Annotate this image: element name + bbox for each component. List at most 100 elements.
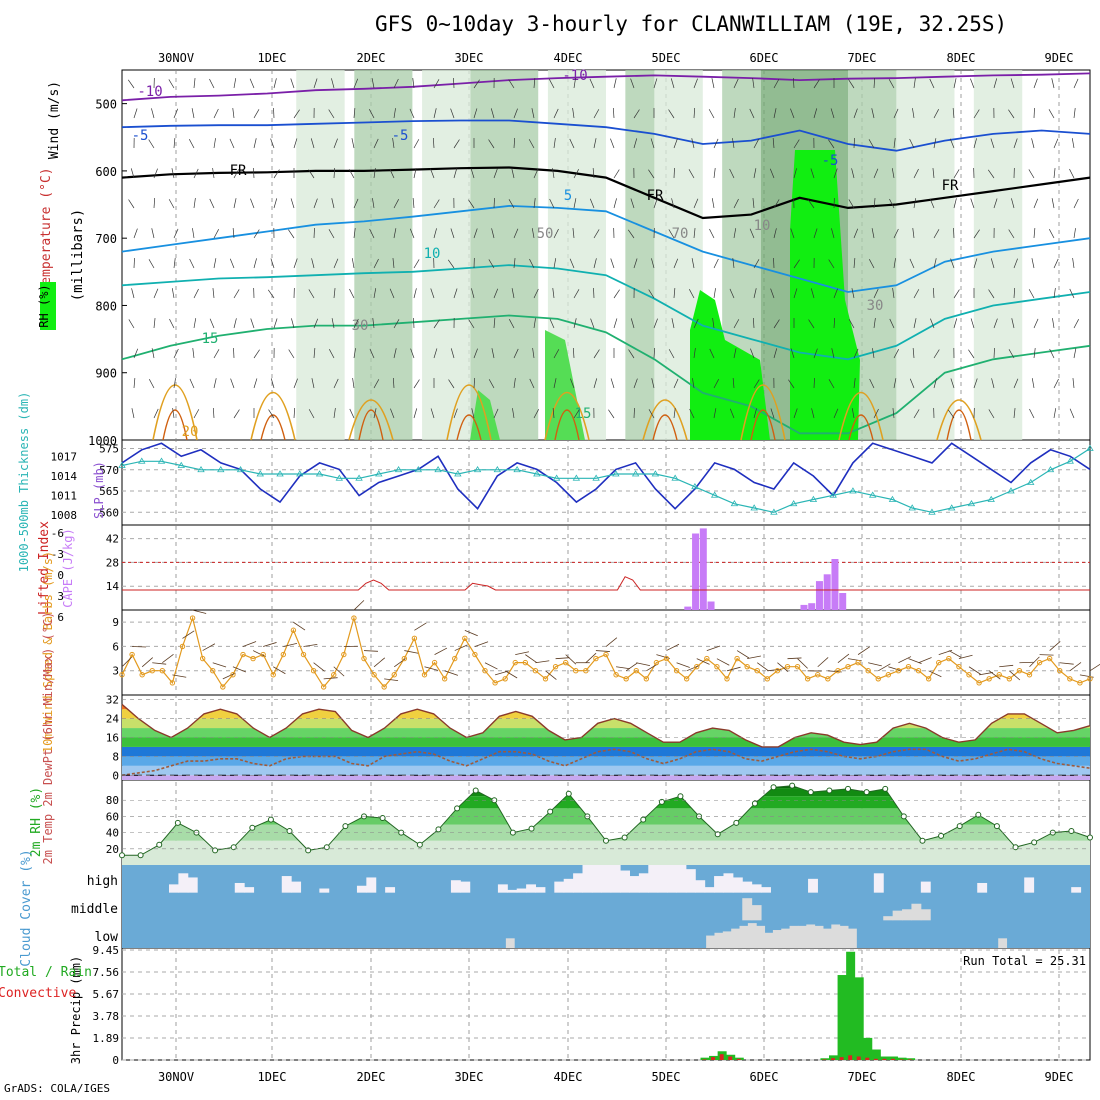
wind-barb: [389, 288, 395, 299]
wind-barb-10m: [474, 641, 489, 647]
cloud-cell: [814, 925, 824, 948]
wind-barb: [233, 169, 240, 179]
contour-label: 30: [867, 298, 884, 314]
wind-barb: [729, 408, 735, 419]
cloud-cell: [638, 873, 649, 893]
wind-speed-marker: [169, 680, 176, 686]
wind-barb-10m: [464, 629, 478, 637]
wind-barb-10m: [928, 670, 942, 678]
wind-speed-marker: [925, 676, 932, 682]
wind-barb-10m: [1049, 641, 1061, 651]
rh-band: [296, 70, 345, 440]
precip-total-bar: [829, 1055, 839, 1060]
wind-speed-marker: [855, 659, 861, 666]
wind-barb: [529, 378, 535, 389]
wind-barb: [990, 138, 995, 149]
wind-barb: [433, 199, 440, 209]
cloud-cell: [244, 887, 255, 893]
wind-speed-marker: [179, 643, 186, 650]
wind-barb: [572, 108, 575, 119]
wind-barb: [868, 139, 875, 149]
temp-tick-label: 16: [106, 732, 119, 745]
wind-barb: [828, 259, 835, 269]
cloud-cell: [751, 905, 762, 921]
wind-barb: [493, 288, 499, 299]
temp-band: [122, 709, 1090, 719]
temp-tick-label: 8: [112, 750, 119, 763]
rh-marker: [770, 784, 777, 791]
rh-marker: [863, 789, 870, 796]
wind-barb: [953, 227, 955, 239]
wind-speed-marker: [250, 655, 256, 662]
wind-barb: [909, 378, 915, 389]
wind-speed-line: [121, 615, 1091, 688]
temp-band: [122, 756, 1090, 766]
wind-speed-marker: [159, 668, 166, 674]
wind-barb: [433, 79, 440, 89]
temp-contour: [121, 72, 1091, 102]
wind-barb: [752, 78, 755, 89]
cape-bar: [831, 559, 839, 610]
wind-barb: [189, 378, 195, 389]
wind-barb: [552, 168, 555, 179]
rh-tick-label: 40: [106, 827, 119, 840]
wind-barb: [353, 78, 359, 89]
wind-speed-marker: [704, 655, 710, 662]
rh-marker: [938, 832, 945, 839]
pressure-tick-label: 1000: [88, 434, 117, 448]
cloud-cell: [366, 877, 377, 893]
wind-barb: [333, 408, 336, 419]
li-tick-label: -3: [51, 548, 64, 561]
rh-marker: [156, 841, 163, 848]
wind-barb: [529, 258, 535, 269]
wind-barb: [433, 319, 440, 329]
cloud-cell: [657, 865, 668, 893]
wind-barb: [172, 408, 175, 419]
thickness-marker: [631, 470, 640, 477]
thickness-marker: [434, 465, 442, 473]
cloud-cell: [747, 923, 757, 948]
wind-barb: [853, 108, 858, 119]
wind-barb: [732, 138, 735, 149]
cape-bar: [684, 606, 692, 610]
wind-barb: [133, 228, 138, 239]
wind-barb: [752, 317, 755, 329]
wind-barb-10m: [242, 641, 257, 647]
wind-barb: [1069, 168, 1075, 179]
wind-barb: [693, 228, 696, 239]
wind-speed-marker: [623, 676, 629, 682]
precip-convective-bar: [822, 1059, 827, 1060]
wind-speed-marker: [310, 668, 317, 674]
wind-barb: [253, 349, 260, 359]
cloud-cell: [356, 885, 367, 893]
cloud-cell: [535, 887, 546, 893]
wind-barb: [749, 228, 755, 239]
wind-barb: [171, 168, 175, 179]
contour-label: 10: [424, 246, 441, 262]
wind-barb: [753, 379, 760, 389]
wind-barb-10m: [958, 654, 973, 660]
cloud-cell: [676, 865, 687, 893]
wind-speed-marker: [835, 668, 841, 674]
wind-barb: [493, 318, 496, 329]
cape-bar: [692, 533, 700, 610]
wind-barb: [349, 288, 355, 299]
wind-barb: [232, 108, 235, 119]
wind-barb: [311, 378, 315, 389]
wind-barb-10m: [696, 658, 710, 665]
rh-fill-group: [122, 785, 1090, 865]
wind-barb: [193, 409, 200, 419]
wind-barb: [732, 258, 735, 269]
cloud-cell: [714, 876, 724, 893]
rh-marker: [230, 844, 237, 851]
wind-barb: [473, 79, 480, 89]
upper-air-ylabel: (millibars): [70, 209, 86, 302]
wind-barb: [192, 228, 195, 239]
bottom-date-label: 4DEC: [554, 1070, 583, 1084]
wind-barb: [953, 198, 957, 209]
wind-barb: [491, 348, 495, 359]
temp-band: [122, 737, 1090, 747]
wind-barb-10m: [666, 643, 680, 651]
wind-barb: [788, 379, 795, 389]
wind-barb: [572, 347, 575, 359]
